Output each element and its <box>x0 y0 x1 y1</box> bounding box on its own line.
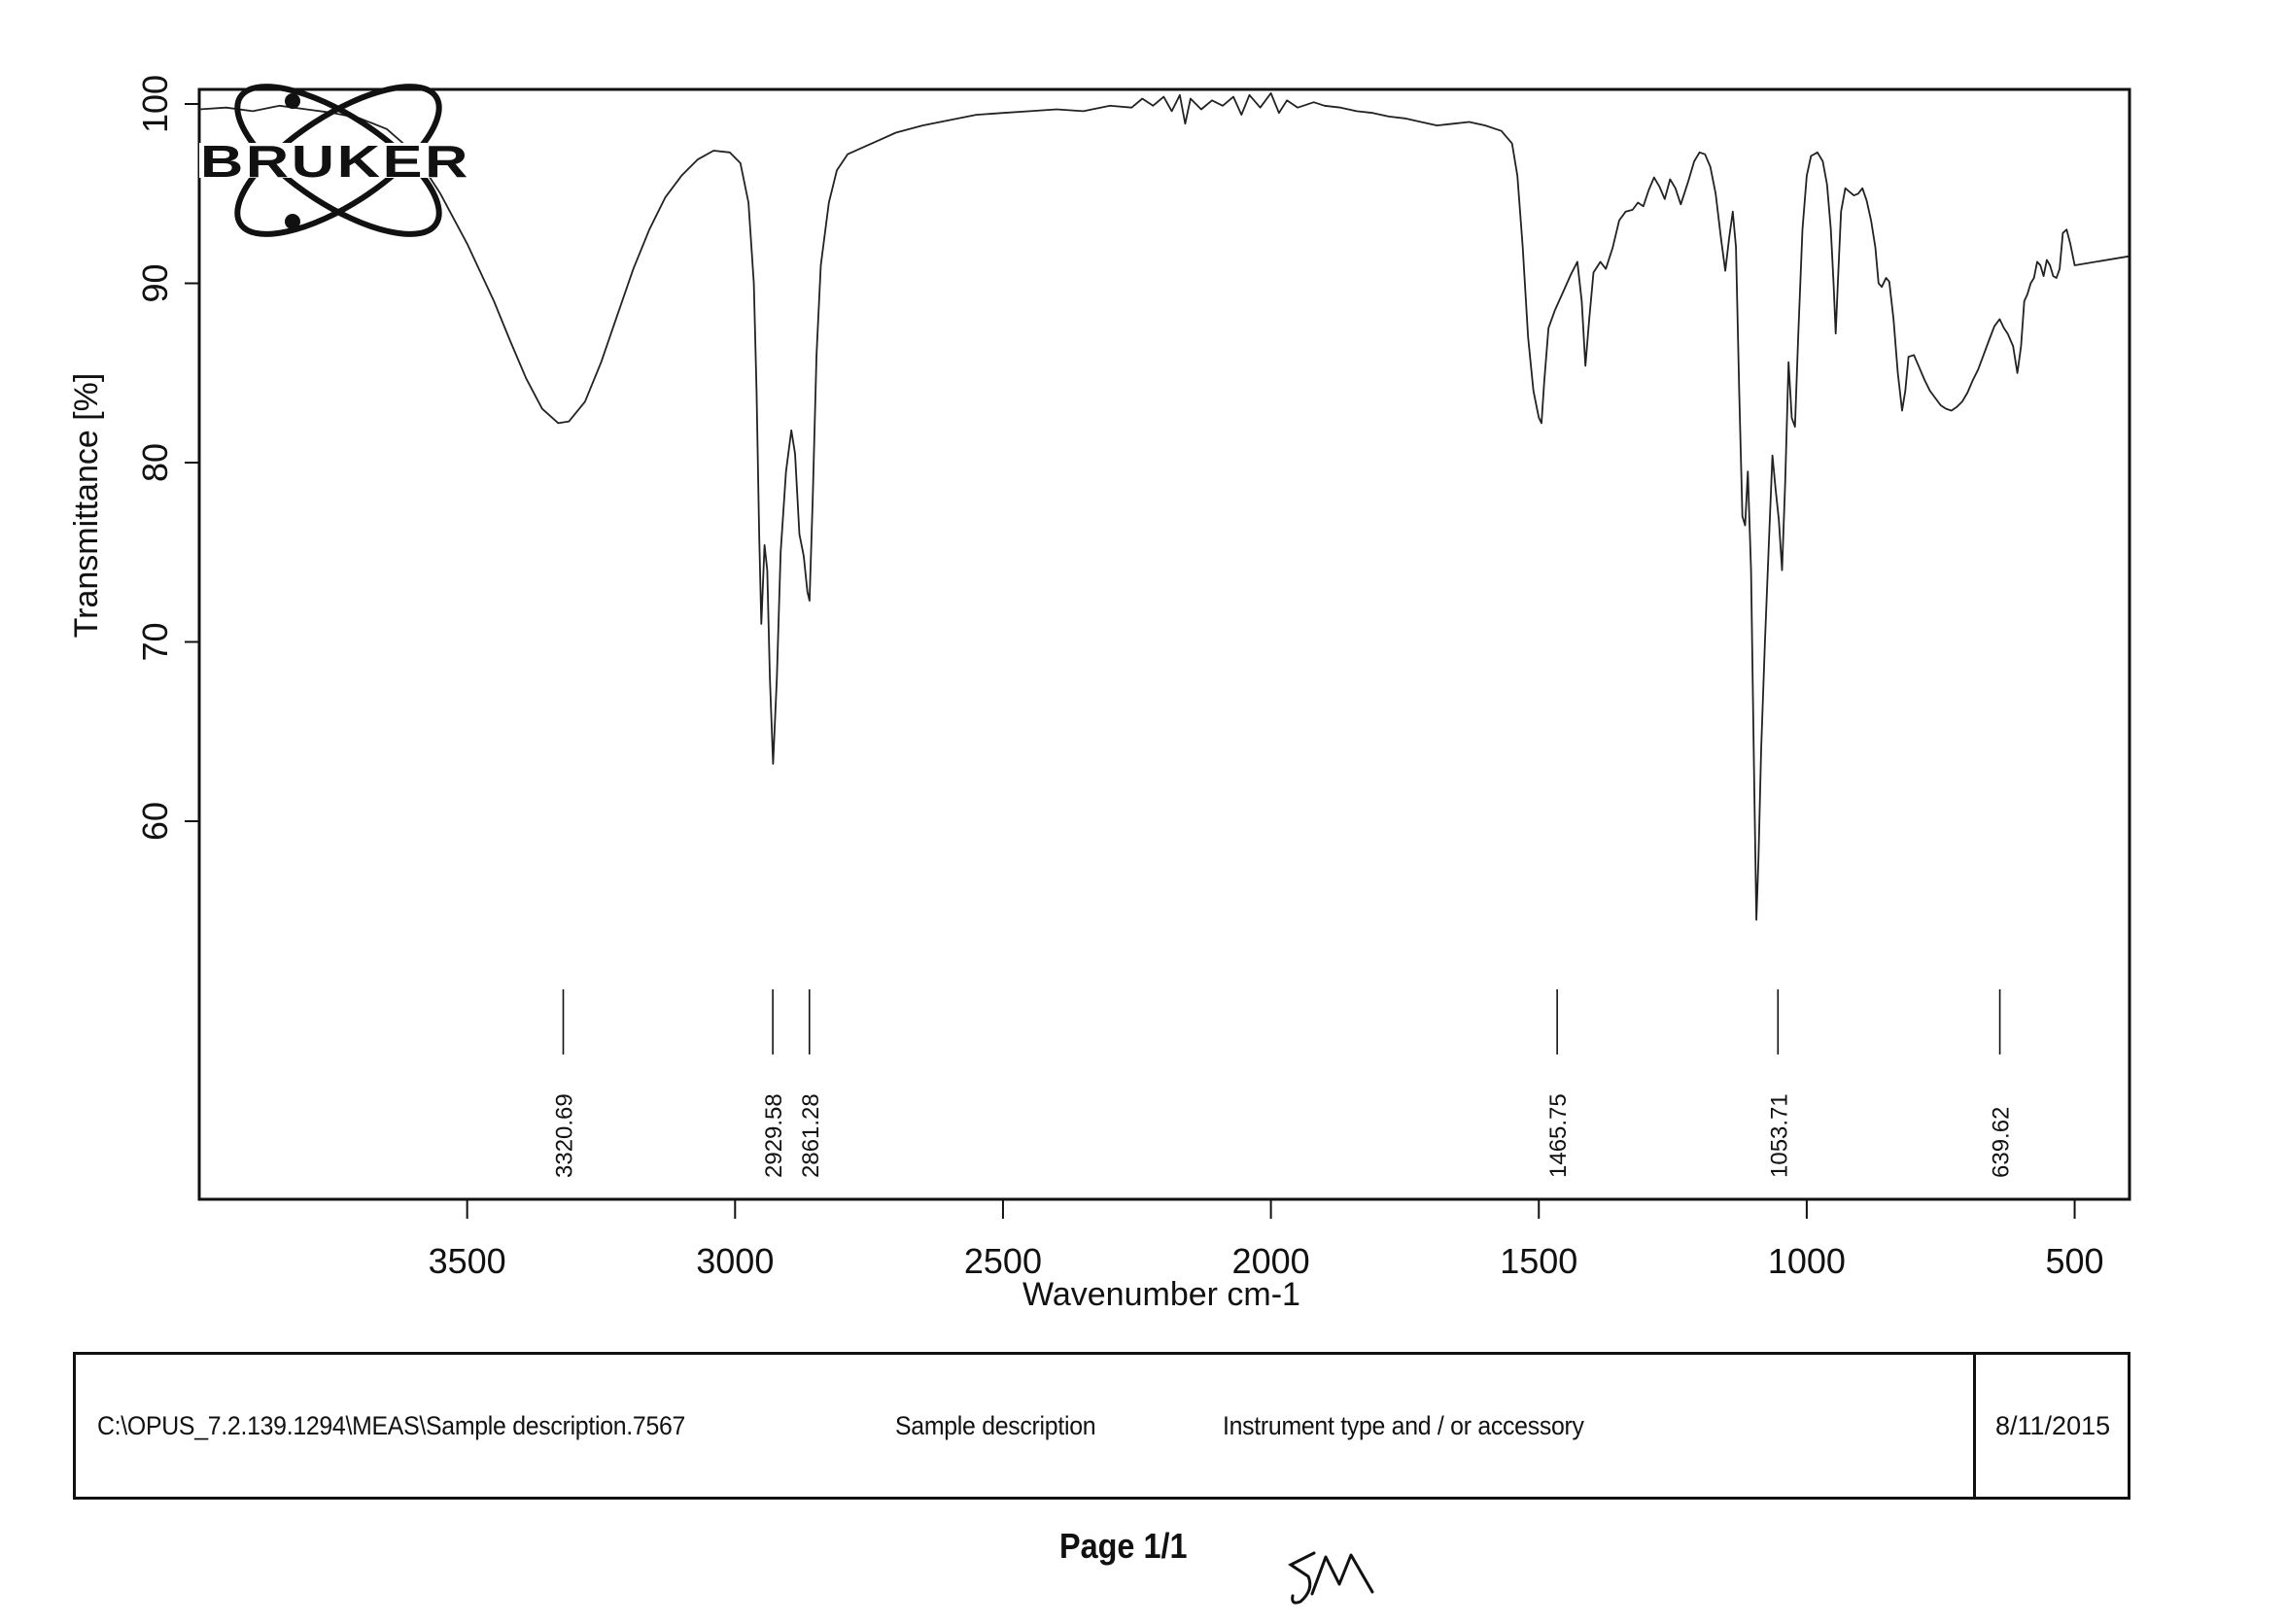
peak-label: 2929.58 <box>761 1093 787 1178</box>
x-tick-label: 500 <box>2046 1241 2104 1281</box>
y-tick-label: 80 <box>135 443 175 482</box>
info-footer-box: C:\OPUS_7.2.139.1294\MEAS\Sample descrip… <box>73 1352 2130 1500</box>
y-axis: 100 90 80 70 60 <box>135 75 199 841</box>
x-tick-label: 2500 <box>964 1241 1042 1281</box>
x-tick-label: 1000 <box>1768 1241 1846 1281</box>
y-tick-label: 70 <box>135 622 175 661</box>
spectrum-line <box>198 92 2129 921</box>
peak-label: 639.62 <box>1989 1107 2015 1178</box>
plot-frame <box>197 87 2131 1201</box>
x-tick-label: 3500 <box>429 1241 506 1281</box>
y-tick-label: 60 <box>135 802 175 841</box>
electron-dot-icon <box>285 214 300 229</box>
electron-dot-icon <box>285 93 300 109</box>
x-tick-label: 2000 <box>1232 1241 1310 1281</box>
peak-labels: 3320.69 2929.58 2861.28 1465.75 1053.71 639.6… <box>552 989 2015 1178</box>
bruker-logo: BRUKER <box>199 84 473 237</box>
x-tick-label: 3000 <box>696 1241 774 1281</box>
y-axis-title: Transmittance [%] <box>68 373 105 639</box>
x-axis-title: Wavenumber cm-1 <box>1022 1276 1300 1313</box>
y-tick-label: 100 <box>135 75 175 133</box>
x-axis: 3500 3000 2500 2000 1500 1000 500 <box>429 1199 2104 1281</box>
sample-description: Sample description <box>895 1411 1096 1440</box>
x-tick-label: 1500 <box>1500 1241 1577 1281</box>
peak-label: 1053.71 <box>1766 1093 1792 1178</box>
page-number: Page 1/1 <box>1059 1526 1188 1566</box>
peak-label: 1465.75 <box>1545 1093 1572 1178</box>
atom-orbit-icon <box>234 84 442 237</box>
instrument-info: Instrument type and / or accessory <box>1223 1411 1584 1440</box>
handwritten-initials: SM <box>1288 1551 1374 1605</box>
logo-text: BRUKER <box>200 136 470 187</box>
peak-label: 2861.28 <box>798 1093 824 1178</box>
y-tick-label: 90 <box>135 263 175 302</box>
file-path: C:\OPUS_7.2.139.1294\MEAS\Sample descrip… <box>97 1411 686 1440</box>
footer-divider <box>1973 1355 1976 1497</box>
peak-label: 3320.69 <box>552 1093 578 1178</box>
measurement-date: 8/11/2015 <box>1995 1411 2111 1440</box>
